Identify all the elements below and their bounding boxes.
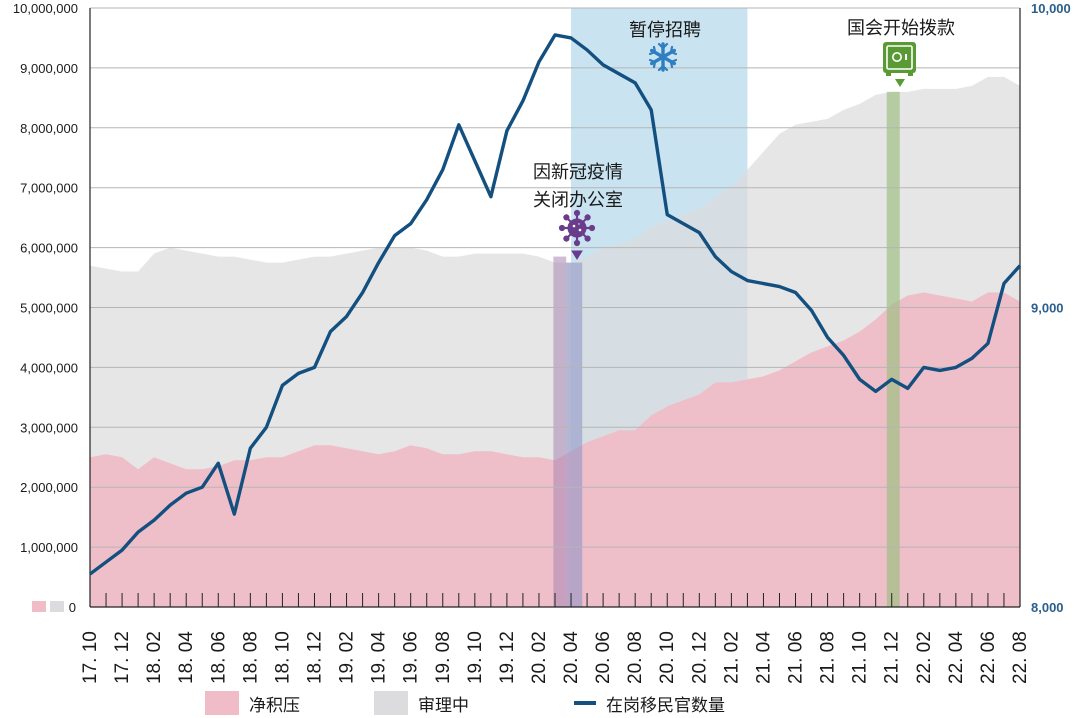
covid-band [553,256,567,607]
x-tick-label: 19. 04 [369,631,390,684]
x-tick-labels: 17. 10 17. 12 18. 02 18. 04 18. 06 18. 08 18. … [80,631,1031,684]
x-tick-label: 21. 06 [786,631,807,684]
funding-label: 国会开始拨款 [847,18,955,39]
legend-swatch-backlog [205,691,239,715]
x-tick-label: 19. 02 [337,631,358,684]
funding-band [886,91,900,608]
x-tick-label: 21. 10 [850,631,871,684]
x-tick-label: 22. 08 [1010,631,1031,684]
covid-pointer-icon [571,250,583,260]
y-left-tick-label: 4,000,000 [20,360,78,375]
legend-label-backlog: 净积压 [249,695,300,716]
axis-swatch-processing [50,601,64,612]
axis-swatch-backlog [32,601,46,612]
y-left-tick-label: 9,000,000 [20,61,78,76]
legend-label-processing: 审理中 [418,695,469,716]
y-right-tick-label: 10,000 [1031,1,1071,16]
x-tick-label: 18. 10 [272,631,293,684]
x-tick-label: 19. 10 [465,631,486,684]
legend-item-backlog: 净积压 [205,690,300,716]
y-left-tick-label: 1,000,000 [20,540,78,555]
x-tick-label: 18. 02 [144,631,165,684]
legend-swatch-officers [574,701,596,705]
legend-swatch-processing [374,691,408,715]
x-tick-label: 19. 08 [433,631,454,684]
line-series [88,33,1022,576]
funding-pointer-icon [895,79,905,87]
x-tick-label: 18. 06 [208,631,229,684]
y-left-tick-label: 10,000,000 [13,1,78,16]
x-tick-label: 17. 12 [112,631,133,684]
y-left-tick-label: 0 [69,600,76,615]
y-right-tick-label: 8,000 [1031,600,1064,615]
legend-label-officers: 在岗移民官数量 [606,695,725,716]
y-left-tick-label: 5,000,000 [20,301,78,316]
x-tick-label: 20. 02 [529,631,550,684]
y-left-tick-label: 2,000,000 [20,480,78,495]
x-tick-label: 20. 04 [561,631,582,684]
x-tick-label: 22. 06 [978,631,999,684]
y-left-tick-label: 7,000,000 [20,181,78,196]
x-tick-label: 21. 04 [753,631,774,684]
x-tick-label: 20. 12 [689,631,710,684]
area-backlog [90,292,1020,607]
line-officers [88,33,1022,576]
y-left-tick-label: 8,000,000 [20,121,78,136]
x-tick-label: 20. 10 [657,631,678,684]
x-tick-label: 20. 08 [625,631,646,684]
covid-label-line2: 关闭办公室 [533,190,623,211]
gridlines [90,7,1020,548]
x-tick-label: 21. 02 [721,631,742,684]
y-left-tick-label: 3,000,000 [20,420,78,435]
snowflake-icon [648,42,678,72]
x-tick-label: 20. 06 [593,631,614,684]
x-tick-label: 18. 08 [240,631,261,684]
x-tick-label: 22. 02 [914,631,935,684]
x-tick-label: 19. 06 [401,631,422,684]
virus-icon [558,209,596,260]
x-tick-label: 18. 04 [176,631,197,684]
y-right-tick-label: 9,000 [1031,301,1064,316]
x-tick-label: 21. 08 [818,631,839,684]
x-tick-label: 19. 12 [497,631,518,684]
hiring-freeze-label: 暂停招聘 [629,20,701,41]
x-tick-label: 22. 04 [946,631,967,684]
safe-icon [883,42,916,87]
y-left-tick-label: 6,000,000 [20,241,78,256]
covid-band-overlap [566,262,583,607]
legend-item-processing: 审理中 [374,690,469,716]
axes: 0 1,000,000 2,000,000 3,000,000 4,000,000 5,0… [13,1,1071,615]
overlay-regions [553,91,900,608]
x-tick-label: 18. 12 [304,631,325,684]
x-tick-label: 17. 10 [80,631,101,684]
legend-item-officers: 在岗移民官数量 [574,690,725,716]
covid-label-line1: 因新冠疫情 [533,162,623,183]
x-tick-label: 21. 12 [882,631,903,684]
